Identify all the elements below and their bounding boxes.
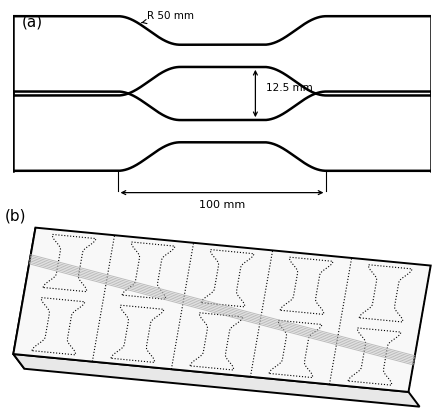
Text: R 50 mm: R 50 mm — [141, 11, 194, 24]
Polygon shape — [13, 228, 431, 392]
Text: (a): (a) — [22, 14, 43, 29]
Text: 12.5 mm: 12.5 mm — [266, 83, 313, 93]
Text: (b): (b) — [4, 209, 26, 224]
Polygon shape — [13, 354, 420, 407]
Polygon shape — [13, 228, 47, 369]
Text: 100 mm: 100 mm — [199, 200, 245, 210]
